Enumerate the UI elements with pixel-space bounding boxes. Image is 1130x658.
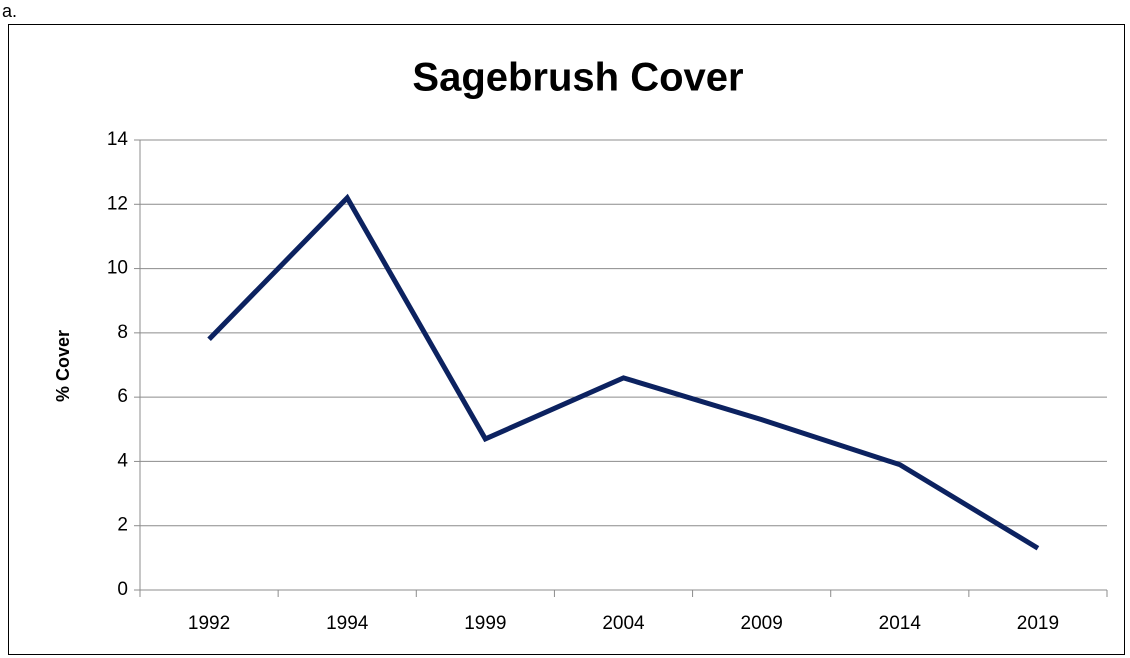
y-tick-label: 8 — [117, 322, 128, 343]
line-series — [207, 193, 1040, 551]
y-tick-label: 6 — [117, 386, 128, 407]
y-tick-label: 0 — [117, 579, 128, 600]
chart-title: Sagebrush Cover — [412, 56, 743, 100]
x-tick-label: 2019 — [1017, 613, 1059, 634]
y-tick-label: 12 — [107, 193, 128, 214]
y-tick-label: 2 — [117, 515, 128, 536]
y-axis-label: % Cover — [53, 330, 73, 402]
panel-label: a. — [2, 1, 17, 21]
x-tick-label: 1999 — [464, 613, 506, 634]
y-tick-label: 4 — [117, 450, 128, 471]
x-tick-label: 2009 — [741, 613, 783, 634]
chart-frame — [8, 24, 1125, 655]
x-tick-label: 1994 — [326, 613, 369, 634]
x-tick-label: 2004 — [602, 613, 645, 634]
x-tick-label: 1992 — [188, 613, 230, 634]
x-tick-label: 2014 — [879, 613, 922, 634]
y-tick-label: 14 — [107, 129, 129, 150]
y-tick-label: 10 — [107, 258, 128, 279]
